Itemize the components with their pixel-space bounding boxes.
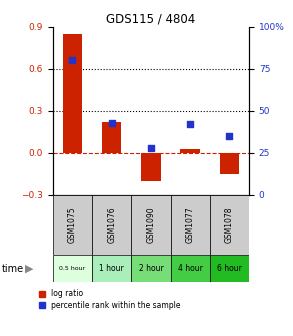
Text: 6 hour: 6 hour — [217, 264, 242, 273]
Text: GSM1075: GSM1075 — [68, 207, 77, 244]
Text: time: time — [1, 264, 24, 274]
Text: 4 hour: 4 hour — [178, 264, 202, 273]
Point — [70, 58, 75, 63]
Text: 2 hour: 2 hour — [139, 264, 163, 273]
Bar — [141, 153, 161, 181]
Text: GSM1078: GSM1078 — [225, 207, 234, 243]
Point — [227, 133, 232, 139]
Text: GSM1090: GSM1090 — [146, 207, 155, 244]
Bar — [210, 195, 249, 255]
Point — [149, 145, 153, 151]
Bar — [53, 255, 92, 282]
Point — [109, 120, 114, 125]
Point — [188, 122, 193, 127]
Bar — [171, 195, 210, 255]
Bar — [102, 122, 121, 153]
Bar — [171, 255, 210, 282]
Text: 0.5 hour: 0.5 hour — [59, 266, 86, 271]
Legend: log ratio, percentile rank within the sample: log ratio, percentile rank within the sa… — [39, 289, 181, 310]
Text: 1 hour: 1 hour — [99, 264, 124, 273]
Text: GSM1077: GSM1077 — [186, 207, 195, 244]
Text: GSM1076: GSM1076 — [107, 207, 116, 244]
Bar — [220, 153, 239, 174]
Bar — [131, 195, 171, 255]
Bar — [180, 149, 200, 153]
Bar — [53, 195, 92, 255]
Bar — [92, 255, 131, 282]
Bar — [210, 255, 249, 282]
Title: GDS115 / 4804: GDS115 / 4804 — [106, 13, 195, 26]
Bar — [92, 195, 131, 255]
Bar — [63, 34, 82, 153]
Text: ▶: ▶ — [25, 264, 34, 274]
Bar — [131, 255, 171, 282]
